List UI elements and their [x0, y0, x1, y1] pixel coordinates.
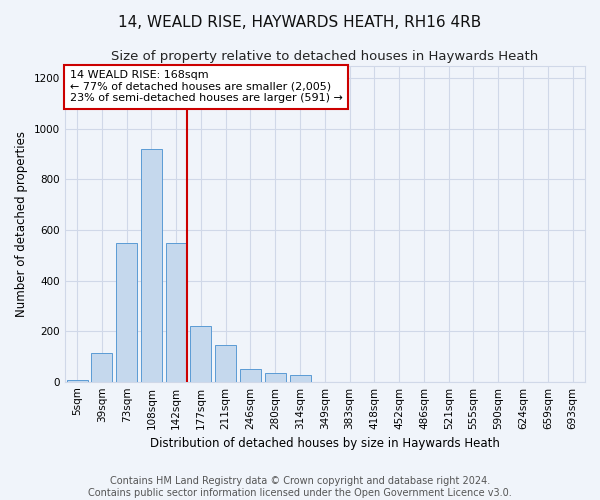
X-axis label: Distribution of detached houses by size in Haywards Heath: Distribution of detached houses by size …: [150, 437, 500, 450]
Bar: [67, 380, 88, 382]
Bar: [190, 326, 211, 382]
Bar: [265, 374, 286, 382]
Bar: [91, 352, 112, 382]
Text: Contains HM Land Registry data © Crown copyright and database right 2024.
Contai: Contains HM Land Registry data © Crown c…: [88, 476, 512, 498]
Text: 14 WEALD RISE: 168sqm
← 77% of detached houses are smaller (2,005)
23% of semi-d: 14 WEALD RISE: 168sqm ← 77% of detached …: [70, 70, 343, 104]
Bar: [141, 149, 162, 382]
Bar: [215, 345, 236, 382]
Bar: [290, 376, 311, 382]
Title: Size of property relative to detached houses in Haywards Heath: Size of property relative to detached ho…: [111, 50, 538, 63]
Bar: [116, 242, 137, 382]
Bar: [240, 368, 261, 382]
Text: 14, WEALD RISE, HAYWARDS HEATH, RH16 4RB: 14, WEALD RISE, HAYWARDS HEATH, RH16 4RB: [118, 15, 482, 30]
Y-axis label: Number of detached properties: Number of detached properties: [15, 130, 28, 316]
Bar: [166, 243, 187, 382]
